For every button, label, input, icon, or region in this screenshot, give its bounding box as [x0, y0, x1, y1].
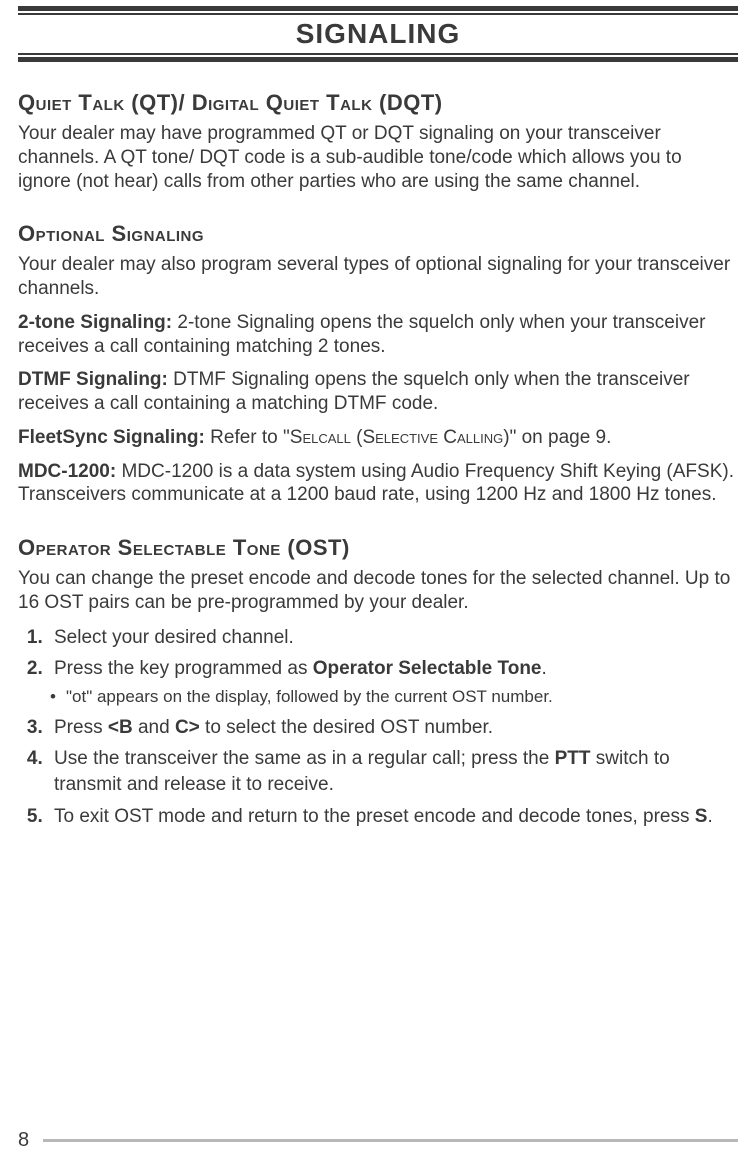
- ost-step-2-sub: "ot" appears on the display, followed by…: [66, 686, 738, 709]
- ost-step-5-pre: To exit OST mode and return to the prese…: [54, 806, 695, 827]
- ost-step-2-pre: Press the key programmed as: [54, 658, 313, 679]
- rule-bottom-thin: [18, 53, 738, 55]
- text-fleetsync-ref: Selcall (Selective Calling): [290, 427, 510, 448]
- page-title: SIGNALING: [296, 18, 461, 49]
- ost-step-5-post: .: [707, 806, 712, 827]
- ost-step-1: Select your desired channel.: [48, 625, 738, 651]
- ost-step-3: Press <B and C> to select the desired OS…: [48, 715, 738, 741]
- ost-step-1-text: Select your desired channel.: [54, 627, 294, 648]
- ost-step-2-bold: Operator Selectable Tone: [313, 658, 542, 679]
- body-optional-intro: Your dealer may also program several typ…: [18, 253, 738, 301]
- heading-ost: Operator Selectable Tone (OST): [18, 535, 738, 561]
- ost-step-2: Press the key programmed as Operator Sel…: [48, 656, 738, 709]
- page: SIGNALING Quiet Talk (QT)/ Digital Quiet…: [0, 6, 756, 1174]
- page-number: 8: [18, 1129, 29, 1152]
- footer-line: [43, 1139, 738, 1142]
- ost-step-4-bold: PTT: [555, 748, 591, 769]
- label-mdc: MDC-1200:: [18, 461, 116, 482]
- label-fleetsync: FleetSync Signaling:: [18, 427, 205, 448]
- ost-step-3-mid: and: [133, 717, 175, 738]
- text-fleetsync-pre: Refer to ": [205, 427, 290, 448]
- ost-step-2-sublist: "ot" appears on the display, followed by…: [54, 686, 738, 709]
- text-fleetsync-post: " on page 9.: [510, 427, 612, 448]
- ost-step-4-pre: Use the transceiver the same as in a reg…: [54, 748, 555, 769]
- ost-step-3-b2: C>: [175, 717, 200, 738]
- ost-step-4: Use the transceiver the same as in a reg…: [48, 746, 738, 797]
- rule-bottom-thick: [18, 57, 738, 62]
- body-ost-intro: You can change the preset encode and dec…: [18, 567, 738, 615]
- body-dtmf: DTMF Signaling: DTMF Signaling opens the…: [18, 368, 738, 416]
- ost-step-3-pre: Press: [54, 717, 108, 738]
- label-dtmf: DTMF Signaling:: [18, 369, 168, 390]
- heading-optional: Optional Signaling: [18, 221, 738, 247]
- ost-step-2-post: .: [542, 658, 547, 679]
- text-mdc: MDC-1200 is a data system using Audio Fr…: [18, 461, 734, 506]
- body-two-tone: 2-tone Signaling: 2-tone Signaling opens…: [18, 311, 738, 359]
- label-two-tone: 2-tone Signaling:: [18, 312, 172, 333]
- ost-steps: Select your desired channel. Press the k…: [18, 625, 738, 830]
- rule-top-thick: [18, 6, 738, 11]
- body-mdc: MDC-1200: MDC-1200 is a data system usin…: [18, 460, 738, 508]
- body-qt: Your dealer may have programmed QT or DQ…: [18, 122, 738, 193]
- body-fleetsync: FleetSync Signaling: Refer to "Selcall (…: [18, 426, 738, 450]
- ost-step-3-post: to select the desired OST number.: [200, 717, 493, 738]
- title-band: SIGNALING: [18, 15, 738, 53]
- ost-step-5: To exit OST mode and return to the prese…: [48, 804, 738, 830]
- heading-qt: Quiet Talk (QT)/ Digital Quiet Talk (DQT…: [18, 90, 738, 116]
- ost-step-3-b1: <B: [108, 717, 133, 738]
- footer: 8: [18, 1129, 738, 1152]
- ost-step-5-bold: S: [695, 806, 708, 827]
